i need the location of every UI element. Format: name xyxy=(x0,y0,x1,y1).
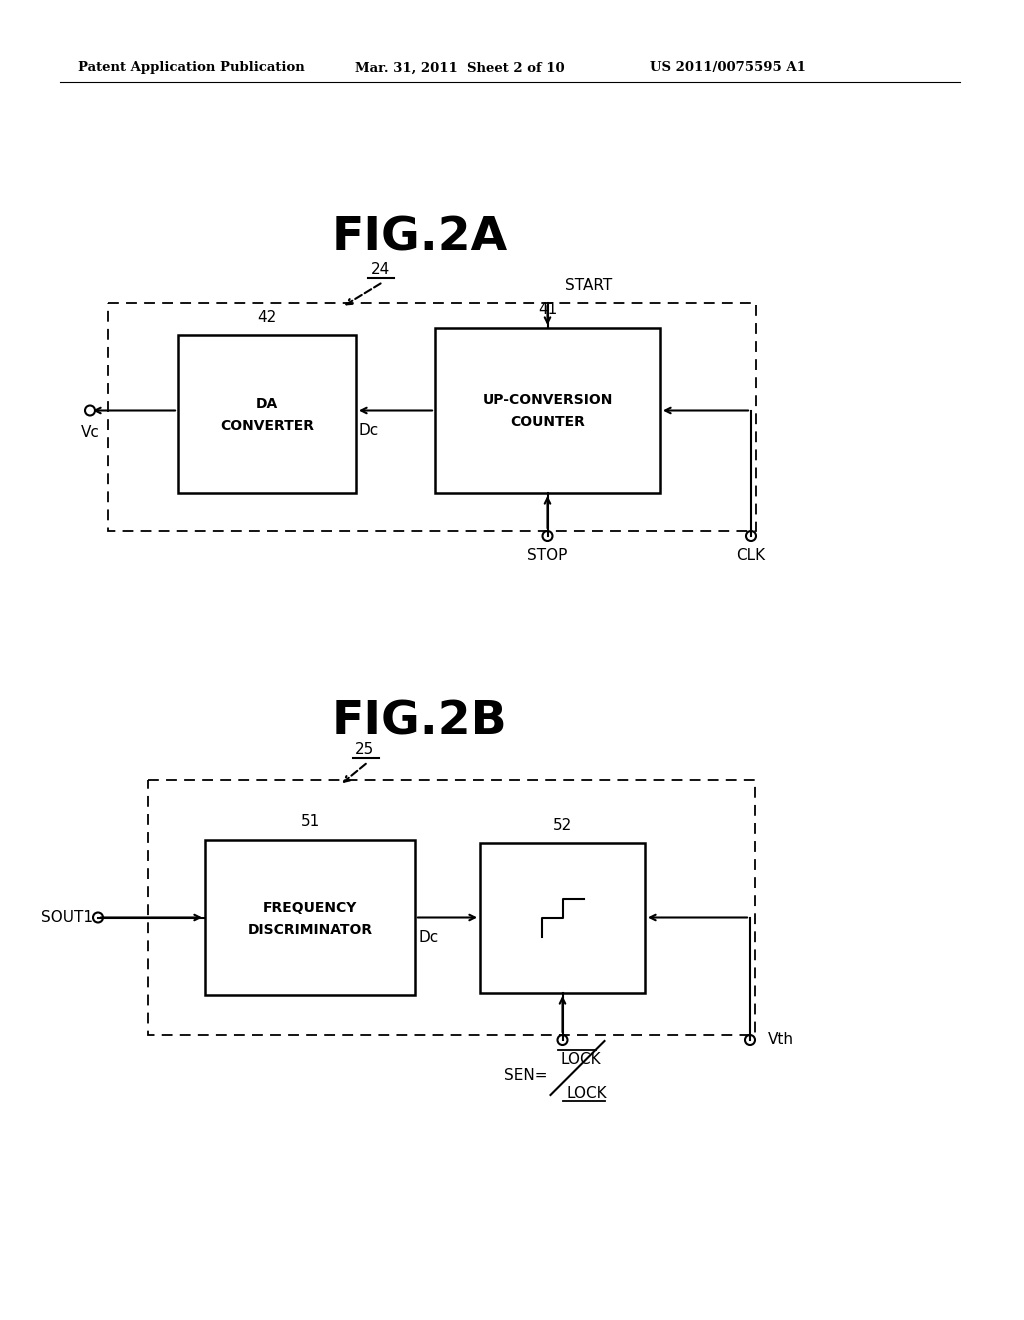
Text: FIG.2B: FIG.2B xyxy=(332,700,508,744)
Text: LOCK: LOCK xyxy=(560,1052,601,1067)
Text: US 2011/0075595 A1: US 2011/0075595 A1 xyxy=(650,62,806,74)
Text: Mar. 31, 2011  Sheet 2 of 10: Mar. 31, 2011 Sheet 2 of 10 xyxy=(355,62,564,74)
Bar xyxy=(178,335,356,492)
Text: START: START xyxy=(565,277,612,293)
Bar xyxy=(148,780,755,1035)
Text: LOCK: LOCK xyxy=(566,1085,607,1101)
Text: DISCRIMINATOR: DISCRIMINATOR xyxy=(248,923,373,936)
Text: Dc: Dc xyxy=(418,931,438,945)
Text: Vth: Vth xyxy=(768,1032,794,1048)
Text: COUNTER: COUNTER xyxy=(510,416,585,429)
Text: CLK: CLK xyxy=(736,548,766,562)
Text: 24: 24 xyxy=(371,263,389,277)
Text: Vc: Vc xyxy=(81,425,99,440)
Bar xyxy=(435,327,660,492)
Text: STOP: STOP xyxy=(527,548,567,562)
Text: FREQUENCY: FREQUENCY xyxy=(263,900,357,915)
Text: SEN=: SEN= xyxy=(504,1068,548,1082)
Text: FIG.2A: FIG.2A xyxy=(332,215,508,260)
Text: 51: 51 xyxy=(300,814,319,829)
Text: CONVERTER: CONVERTER xyxy=(220,418,314,433)
Text: Patent Application Publication: Patent Application Publication xyxy=(78,62,305,74)
Text: 42: 42 xyxy=(257,309,276,325)
Bar xyxy=(108,304,756,531)
Text: DA: DA xyxy=(256,397,279,411)
Bar xyxy=(205,840,415,995)
Text: 41: 41 xyxy=(538,302,557,318)
Text: 25: 25 xyxy=(355,742,375,758)
Text: UP-CONVERSION: UP-CONVERSION xyxy=(482,393,612,408)
Text: 52: 52 xyxy=(553,817,572,833)
Text: Dc: Dc xyxy=(358,422,378,438)
Bar xyxy=(480,843,645,993)
Text: SOUT1: SOUT1 xyxy=(41,909,93,925)
